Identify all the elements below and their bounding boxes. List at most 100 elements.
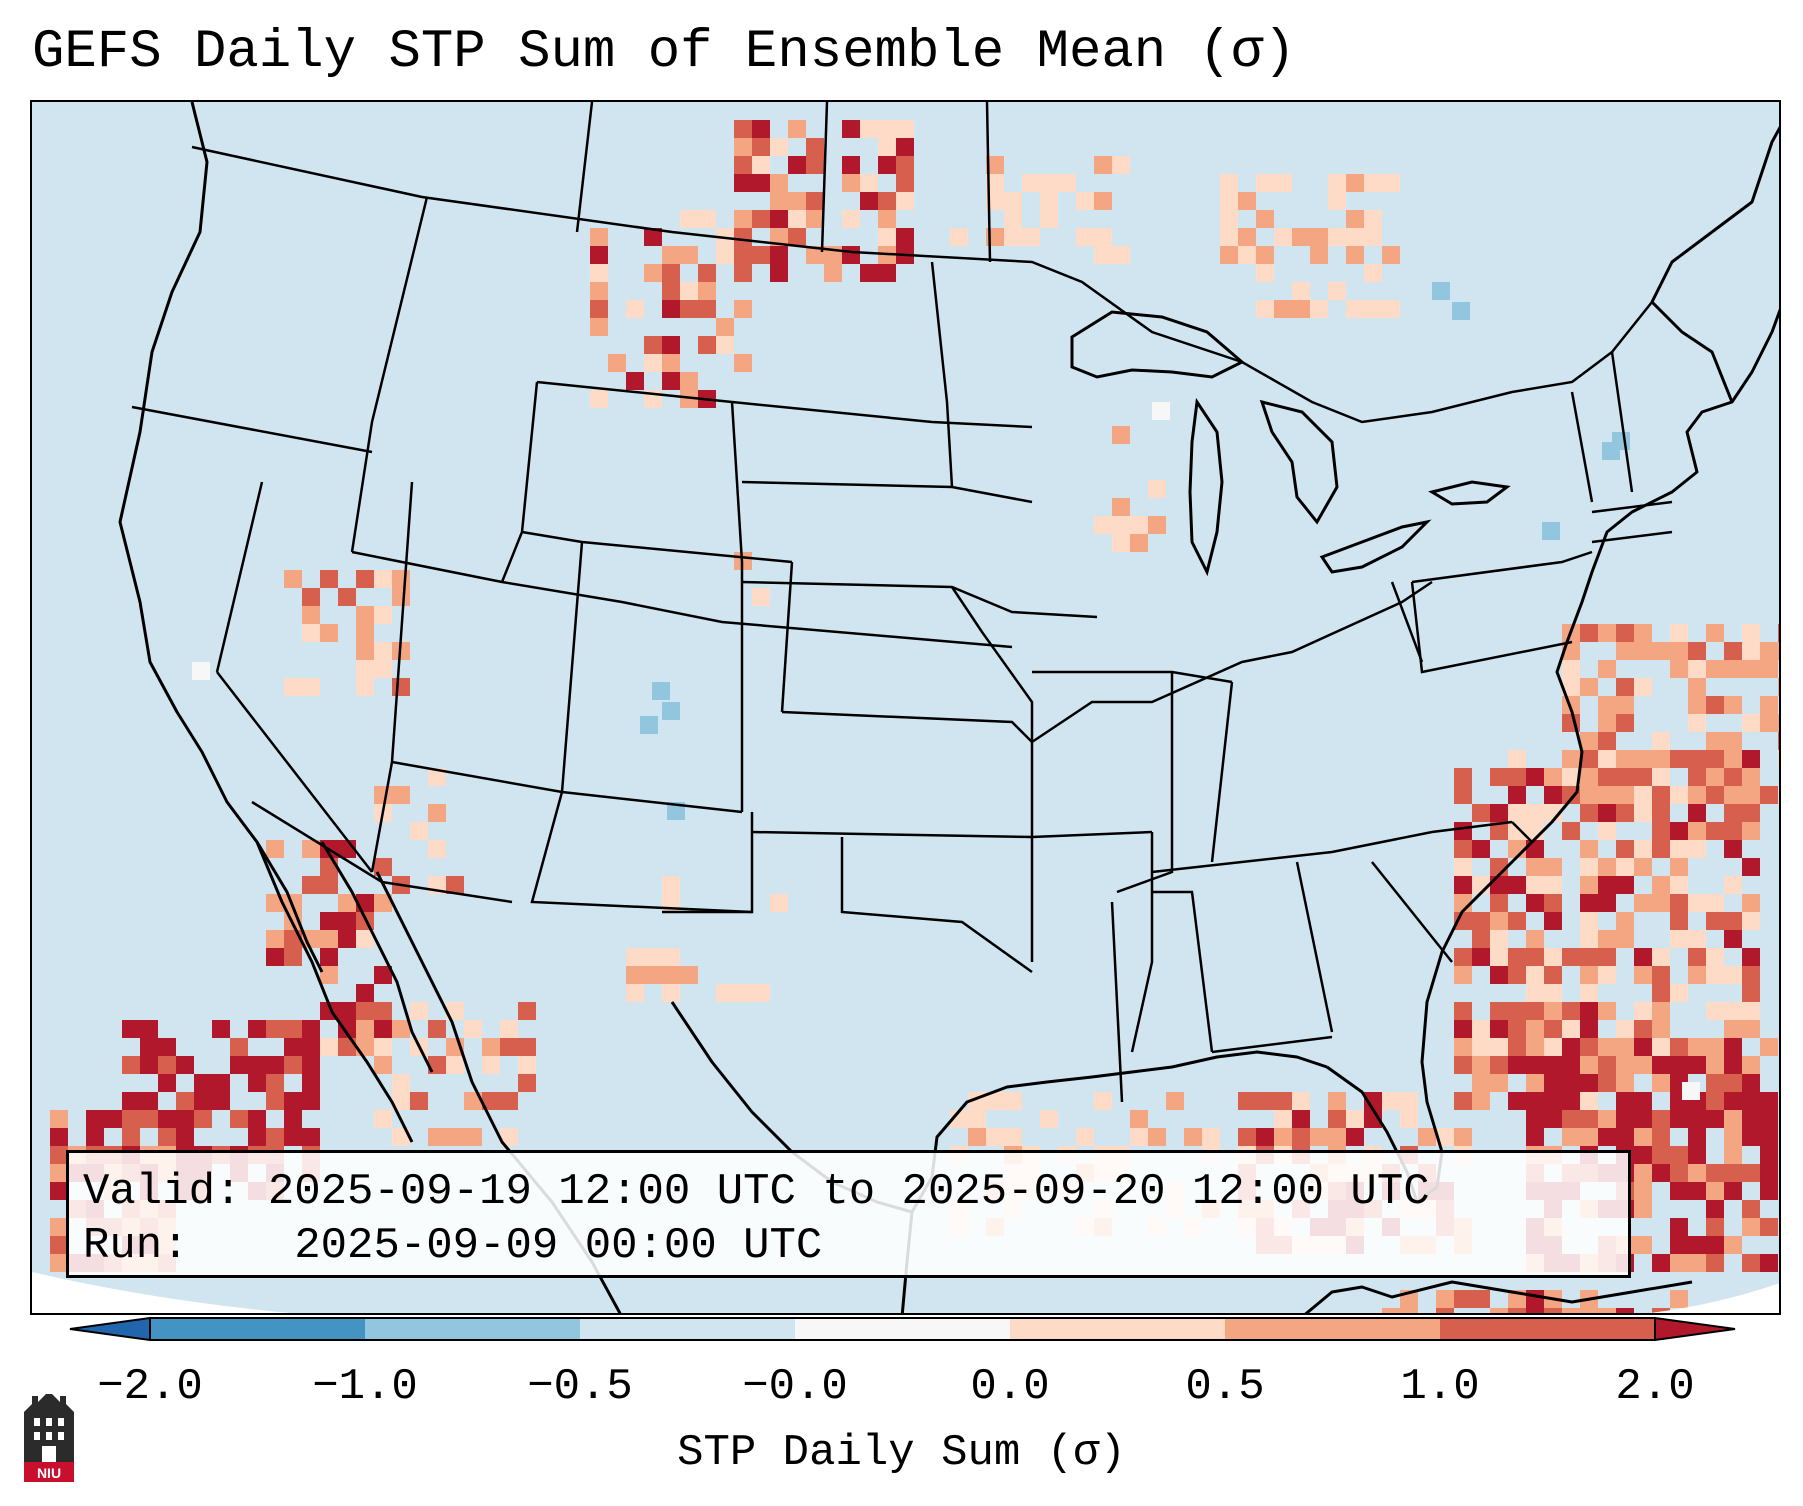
- anomaly-cell: [1562, 660, 1580, 678]
- run-value: 2025-09-09 00:00 UTC: [294, 1221, 823, 1271]
- anomaly-cell: [1382, 1308, 1400, 1313]
- colorbar-label: STP Daily Sum (σ): [677, 1428, 1126, 1478]
- anomaly-cell: [1742, 660, 1760, 678]
- anomaly-cell: [734, 300, 752, 318]
- anomaly-cell-negative: [667, 802, 685, 820]
- anomaly-cell: [1742, 1128, 1760, 1146]
- anomaly-cell: [842, 120, 860, 138]
- anomaly-cell: [410, 822, 428, 840]
- anomaly-cell: [500, 1020, 518, 1038]
- anomaly-cell: [1508, 768, 1526, 786]
- anomaly-cell: [1562, 1128, 1580, 1146]
- anomaly-cell: [1094, 516, 1112, 534]
- anomaly-cell: [266, 1074, 284, 1092]
- anomaly-cell: [644, 948, 662, 966]
- anomaly-cell: [770, 264, 788, 282]
- anomaly-cell: [1688, 678, 1706, 696]
- anomaly-cell: [1670, 858, 1688, 876]
- anomaly-cell: [1364, 228, 1382, 246]
- anomaly-cell: [1724, 768, 1742, 786]
- anomaly-cell: [1274, 1128, 1292, 1146]
- anomaly-cell: [1616, 1308, 1634, 1313]
- anomaly-cell: [1274, 174, 1292, 192]
- anomaly-cell: [356, 624, 374, 642]
- anomaly-cell: [1742, 858, 1760, 876]
- anomaly-cell: [644, 264, 662, 282]
- anomaly-cell: [1328, 174, 1346, 192]
- anomaly-cell: [158, 1128, 176, 1146]
- anomaly-cell: [50, 1182, 68, 1200]
- anomaly-cell: [338, 588, 356, 606]
- anomaly-cell: [302, 876, 320, 894]
- anomaly-cell: [1490, 1074, 1508, 1092]
- anomaly-cell: [662, 246, 680, 264]
- anomaly-cell: [1598, 1110, 1616, 1128]
- anomaly-cell: [212, 1074, 230, 1092]
- anomaly-cell: [1670, 930, 1688, 948]
- anomaly-cell: [1544, 1074, 1562, 1092]
- anomaly-cell: [1742, 1002, 1760, 1020]
- anomaly-cell: [1508, 1308, 1526, 1313]
- anomaly-cell: [1580, 1020, 1598, 1038]
- anomaly-cell: [1490, 768, 1508, 786]
- anomaly-cell: [1742, 642, 1760, 660]
- anomaly-cell: [1526, 1290, 1544, 1308]
- anomaly-cell: [1616, 1110, 1634, 1128]
- anomaly-cell: [1634, 678, 1652, 696]
- anomaly-cell: [1742, 714, 1760, 732]
- anomaly-cell: [1490, 1002, 1508, 1020]
- anomaly-cell: [698, 336, 716, 354]
- anomaly-cell: [1742, 1200, 1760, 1218]
- anomaly-cell: [1454, 822, 1472, 840]
- anomaly-cell: [1040, 174, 1058, 192]
- anomaly-cell: [1724, 1164, 1742, 1182]
- anomaly-cell: [122, 1092, 140, 1110]
- anomaly-cell: [302, 840, 320, 858]
- anomaly-cell: [194, 1110, 212, 1128]
- anomaly-cell: [176, 1056, 194, 1074]
- anomaly-cell: [1652, 1002, 1670, 1020]
- anomaly-cell: [374, 966, 392, 984]
- anomaly-cell: [1706, 1200, 1724, 1218]
- anomaly-cell: [176, 1128, 194, 1146]
- anomaly-cell: [518, 1038, 536, 1056]
- anomaly-cell: [1004, 1092, 1022, 1110]
- anomaly-cell: [374, 858, 392, 876]
- anomaly-cell: [446, 1128, 464, 1146]
- anomaly-cell: [1490, 876, 1508, 894]
- anomaly-cell: [734, 138, 752, 156]
- anomaly-cell: [1544, 1056, 1562, 1074]
- anomaly-cell: [464, 1128, 482, 1146]
- anomaly-cell: [1706, 1182, 1724, 1200]
- gulf-of-california: [320, 841, 434, 1073]
- anomaly-cell: [662, 354, 680, 372]
- anomaly-cell: [1652, 1056, 1670, 1074]
- anomaly-cell: [1688, 894, 1706, 912]
- anomaly-cell: [1580, 1038, 1598, 1056]
- colorbar-tick: 1.0: [1400, 1362, 1480, 1412]
- anomaly-cell: [1004, 210, 1022, 228]
- anomaly-cell: [284, 678, 302, 696]
- anomaly-cell: [1670, 624, 1688, 642]
- anomaly-cell: [1130, 1128, 1148, 1146]
- anomaly-cell: [1094, 192, 1112, 210]
- anomaly-cell-neutral: [1152, 402, 1170, 420]
- anomaly-cell: [1220, 228, 1238, 246]
- anomaly-cell: [1616, 876, 1634, 894]
- anomaly-cell: [1544, 1038, 1562, 1056]
- lake-erie: [1319, 519, 1432, 574]
- anomaly-cell: [374, 606, 392, 624]
- anomaly-cell: [1634, 1092, 1652, 1110]
- anomaly-cell: [1598, 822, 1616, 840]
- anomaly-cell: [1742, 1020, 1760, 1038]
- anomaly-cell: [1652, 768, 1670, 786]
- anomaly-cell: [806, 192, 824, 210]
- anomaly-cell: [1724, 1236, 1742, 1254]
- anomaly-cell: [428, 1128, 446, 1146]
- anomaly-cell: [1598, 1308, 1616, 1313]
- anomaly-cell: [1580, 1056, 1598, 1074]
- anomaly-cell: [590, 246, 608, 264]
- anomaly-cell: [1562, 1092, 1580, 1110]
- anomaly-cell: [1688, 768, 1706, 786]
- anomaly-cell: [1364, 174, 1382, 192]
